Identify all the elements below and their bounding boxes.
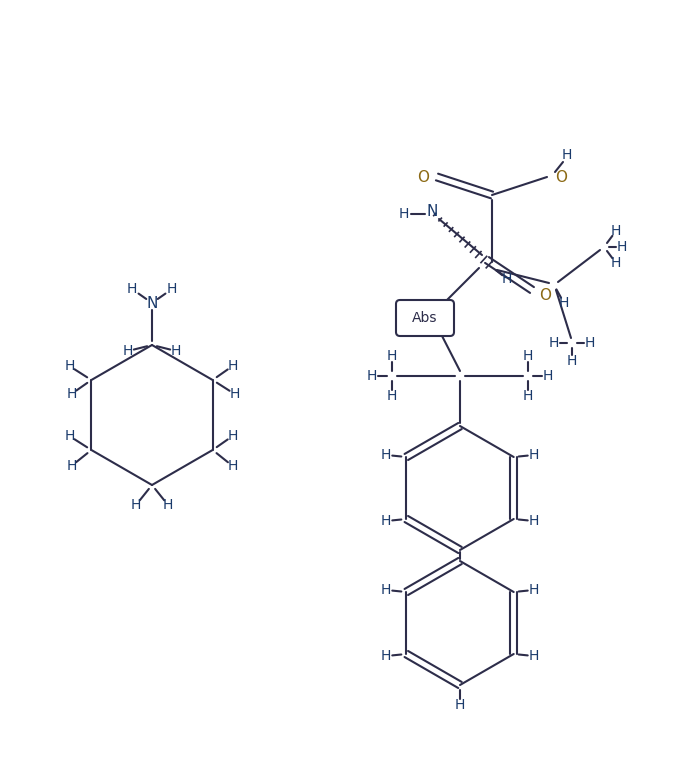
Text: H: H: [528, 649, 539, 663]
Text: H: H: [387, 349, 397, 363]
Text: H: H: [229, 387, 240, 401]
Text: H: H: [455, 698, 465, 712]
Text: H: H: [227, 359, 238, 373]
Text: H: H: [585, 336, 595, 350]
Text: H: H: [523, 349, 533, 363]
Text: H: H: [502, 272, 512, 286]
Text: H: H: [64, 359, 75, 373]
Text: H: H: [559, 296, 569, 310]
Text: H: H: [227, 429, 238, 443]
Text: H: H: [562, 148, 572, 162]
Text: H: H: [127, 282, 137, 296]
Text: H: H: [523, 389, 533, 403]
Text: N: N: [427, 205, 438, 219]
Text: H: H: [381, 448, 392, 462]
Text: O: O: [539, 287, 551, 303]
Text: O: O: [555, 170, 567, 185]
Text: H: H: [367, 369, 377, 383]
Text: H: H: [131, 498, 141, 512]
FancyBboxPatch shape: [396, 300, 454, 336]
Text: H: H: [611, 256, 621, 270]
Text: H: H: [381, 649, 392, 663]
Text: H: H: [64, 429, 75, 443]
Text: H: H: [66, 459, 77, 473]
Text: H: H: [171, 344, 181, 358]
Text: H: H: [543, 369, 553, 383]
Text: H: H: [163, 498, 173, 512]
Text: H: H: [528, 514, 539, 528]
Text: H: H: [528, 583, 539, 597]
Text: H: H: [387, 389, 397, 403]
Text: H: H: [167, 282, 177, 296]
Text: H: H: [381, 583, 392, 597]
Text: H: H: [66, 387, 77, 401]
Text: H: H: [381, 514, 392, 528]
Text: H: H: [617, 240, 627, 254]
Text: H: H: [549, 336, 559, 350]
Text: H: H: [528, 448, 539, 462]
Text: H: H: [123, 344, 133, 358]
Text: N: N: [146, 296, 158, 310]
Text: H: H: [227, 459, 238, 473]
Text: O: O: [417, 170, 429, 185]
Text: H: H: [611, 224, 621, 238]
Text: H: H: [567, 354, 577, 368]
Text: Abs: Abs: [412, 311, 438, 325]
Text: H: H: [399, 207, 409, 221]
